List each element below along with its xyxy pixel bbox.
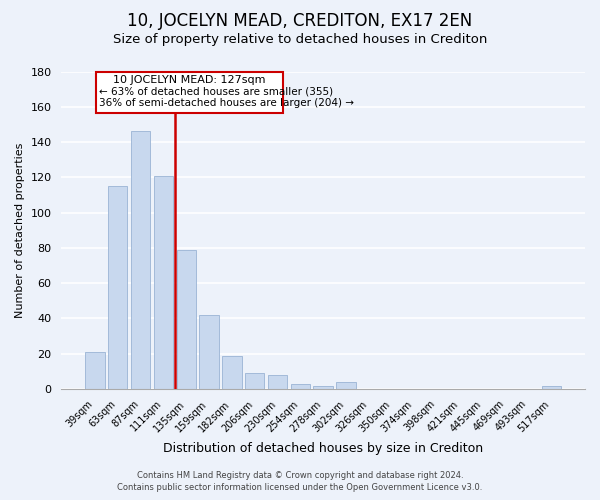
Text: Contains HM Land Registry data © Crown copyright and database right 2024.
Contai: Contains HM Land Registry data © Crown c… — [118, 471, 482, 492]
X-axis label: Distribution of detached houses by size in Crediton: Distribution of detached houses by size … — [163, 442, 483, 455]
Bar — [85, 352, 104, 389]
Bar — [313, 386, 333, 389]
Bar — [154, 176, 173, 389]
Bar — [542, 386, 561, 389]
Text: ← 63% of detached houses are smaller (355): ← 63% of detached houses are smaller (35… — [100, 86, 334, 97]
Bar — [199, 315, 219, 389]
Bar — [337, 382, 356, 389]
Bar — [222, 356, 242, 389]
Bar — [131, 132, 150, 389]
Text: 10 JOCELYN MEAD: 127sqm: 10 JOCELYN MEAD: 127sqm — [113, 75, 266, 85]
Bar — [290, 384, 310, 389]
Bar — [108, 186, 127, 389]
FancyBboxPatch shape — [96, 72, 283, 113]
Bar — [176, 250, 196, 389]
Text: 10, JOCELYN MEAD, CREDITON, EX17 2EN: 10, JOCELYN MEAD, CREDITON, EX17 2EN — [127, 12, 473, 30]
Bar — [268, 375, 287, 389]
Text: Size of property relative to detached houses in Crediton: Size of property relative to detached ho… — [113, 32, 487, 46]
Y-axis label: Number of detached properties: Number of detached properties — [15, 142, 25, 318]
Text: 36% of semi-detached houses are larger (204) →: 36% of semi-detached houses are larger (… — [100, 98, 355, 108]
Bar — [245, 373, 265, 389]
